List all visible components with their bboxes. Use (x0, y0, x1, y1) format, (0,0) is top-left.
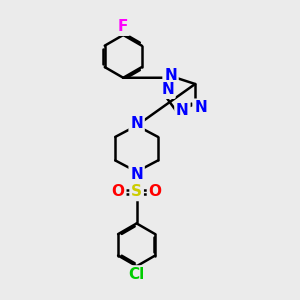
Text: N: N (164, 68, 177, 83)
Text: N: N (161, 82, 174, 97)
Text: F: F (118, 19, 128, 34)
Text: O: O (148, 184, 162, 200)
Text: N: N (130, 167, 143, 182)
Text: Cl: Cl (128, 267, 145, 282)
Text: N: N (194, 100, 207, 115)
Text: O: O (112, 184, 125, 200)
Text: S: S (131, 184, 142, 200)
Text: N: N (130, 116, 143, 131)
Text: N: N (176, 103, 189, 118)
